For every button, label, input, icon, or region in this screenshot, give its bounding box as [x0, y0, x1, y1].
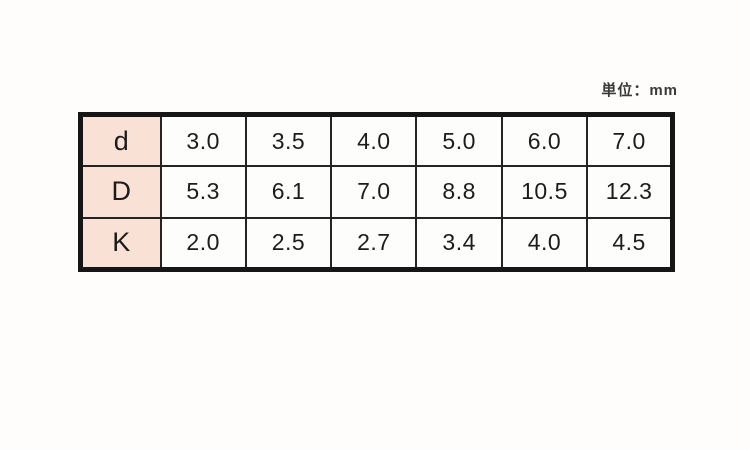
row-header-K: K [79, 216, 162, 271]
table-row-D: D 5.3 6.1 7.0 8.8 10.5 12.3 [79, 165, 674, 219]
table-cell: 4.0 [330, 113, 418, 168]
dimension-spec-table: d 3.0 3.5 4.0 5.0 6.0 7.0 D 5.3 6.1 7.0 … [78, 112, 675, 272]
table-cell: 8.8 [415, 165, 503, 219]
table-cell: 2.0 [159, 216, 247, 271]
row-header-d: d [79, 113, 162, 168]
table-cell: 5.3 [159, 165, 247, 219]
table-cell: 4.0 [500, 216, 589, 271]
table-cell: 4.5 [586, 216, 674, 271]
table-row-K: K 2.0 2.5 2.7 3.4 4.0 4.5 [79, 216, 674, 271]
table-cell: 3.4 [415, 216, 503, 271]
table-cell: 7.0 [586, 113, 674, 168]
table-cell: 5.0 [415, 113, 503, 168]
table-cell: 2.5 [244, 216, 333, 271]
table-cell: 7.0 [330, 165, 418, 219]
table-cell: 2.7 [330, 216, 418, 271]
table-row-d: d 3.0 3.5 4.0 5.0 6.0 7.0 [79, 113, 674, 168]
table-cell: 12.3 [586, 165, 674, 219]
table-cell: 3.0 [159, 113, 247, 168]
row-header-D: D [79, 165, 162, 219]
table-cell: 6.1 [244, 165, 333, 219]
table-cell: 10.5 [500, 165, 589, 219]
table-cell: 3.5 [244, 113, 333, 168]
unit-label: 単位：mm [601, 82, 678, 99]
table-cell: 6.0 [500, 113, 589, 168]
